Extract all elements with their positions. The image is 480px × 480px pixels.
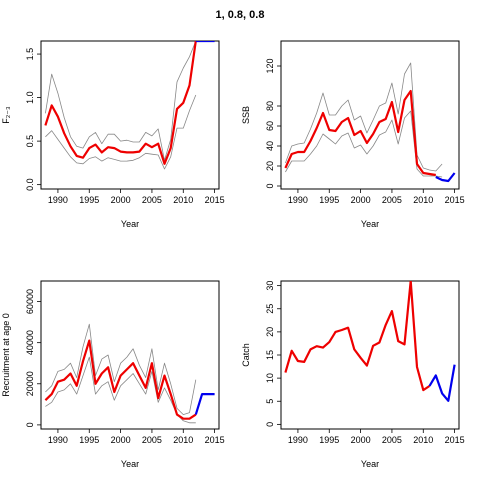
x-tick-label: 2000 <box>111 195 131 205</box>
x-tick-label: 1990 <box>288 435 308 445</box>
plot-frame <box>40 280 220 430</box>
y-tick-label: 0 <box>265 422 275 427</box>
x-tick-label: 2015 <box>445 195 465 205</box>
projection-line <box>435 172 456 183</box>
y-axis-label: SSB <box>241 106 251 124</box>
estimate-line <box>44 41 197 165</box>
x-axis-label: Year <box>361 219 379 229</box>
x-tick-label: 2015 <box>205 435 225 445</box>
interval-line <box>45 356 196 424</box>
x-tick-label: 2010 <box>173 195 193 205</box>
y-tick-label: 20 <box>265 161 275 171</box>
x-tick-label: 1990 <box>48 195 68 205</box>
interval-line <box>45 41 197 161</box>
x-axis-label: Year <box>361 459 379 469</box>
x-tick-label: 2005 <box>382 195 402 205</box>
projection-line <box>194 393 215 415</box>
y-tick-label: 1.0 <box>25 91 35 104</box>
x-axis-label: Year <box>121 459 139 469</box>
y-tick-label: 20 <box>265 327 275 337</box>
x-tick-label: 2005 <box>142 195 162 205</box>
figure-title: 1, 0.8, 0.8 <box>215 9 265 21</box>
y-tick-label: 30 <box>265 281 275 291</box>
x-tick-label: 2010 <box>413 195 433 205</box>
y-tick-label: 0 <box>25 422 35 427</box>
y-tick-label: 5 <box>265 399 275 404</box>
projection-line <box>428 364 456 402</box>
interval-line <box>45 94 197 170</box>
interval-line <box>285 62 443 172</box>
estimate-line <box>284 89 436 177</box>
estimate-line <box>44 339 197 420</box>
y-tick-label: 0 <box>265 183 275 188</box>
x-tick-label: 1995 <box>319 195 339 205</box>
y-tick-label: 0.0 <box>25 178 35 191</box>
x-tick-label: 2015 <box>205 195 225 205</box>
x-tick-label: 1990 <box>288 195 308 205</box>
x-tick-label: 2000 <box>351 435 371 445</box>
y-tick-label: 15 <box>265 350 275 360</box>
y-tick-label: 1.5 <box>25 48 35 61</box>
y-tick-label: 60000 <box>25 289 35 314</box>
plot-frame <box>280 40 460 190</box>
y-axis-label: Recruitment at age 0 <box>1 313 11 397</box>
y-tick-label: 40 <box>265 141 275 151</box>
x-tick-label: 2010 <box>413 435 433 445</box>
y-tick-label: 25 <box>265 304 275 314</box>
x-tick-label: 2005 <box>382 435 402 445</box>
y-axis-label: F₂₋₃ <box>1 106 11 124</box>
y-tick-label: 120 <box>265 58 275 73</box>
y-tick-label: 60 <box>265 121 275 131</box>
y-tick-label: 20000 <box>25 371 35 396</box>
x-tick-label: 1995 <box>79 435 99 445</box>
x-tick-label: 2005 <box>142 435 162 445</box>
y-tick-label: 80 <box>265 101 275 111</box>
estimate-line <box>284 281 431 392</box>
x-tick-label: 1995 <box>79 195 99 205</box>
x-tick-label: 1995 <box>319 435 339 445</box>
x-tick-label: 2000 <box>351 195 371 205</box>
y-tick-label: 40000 <box>25 330 35 355</box>
x-tick-label: 2000 <box>111 435 131 445</box>
y-tick-label: 10 <box>265 373 275 383</box>
interval-line <box>45 323 197 416</box>
x-tick-label: 1990 <box>48 435 68 445</box>
x-tick-label: 2010 <box>173 435 193 445</box>
x-tick-label: 2015 <box>445 435 465 445</box>
y-tick-label: 0.5 <box>25 135 35 148</box>
plot-frame <box>40 40 220 190</box>
y-axis-label: Catch <box>241 343 251 367</box>
x-axis-label: Year <box>121 219 139 229</box>
